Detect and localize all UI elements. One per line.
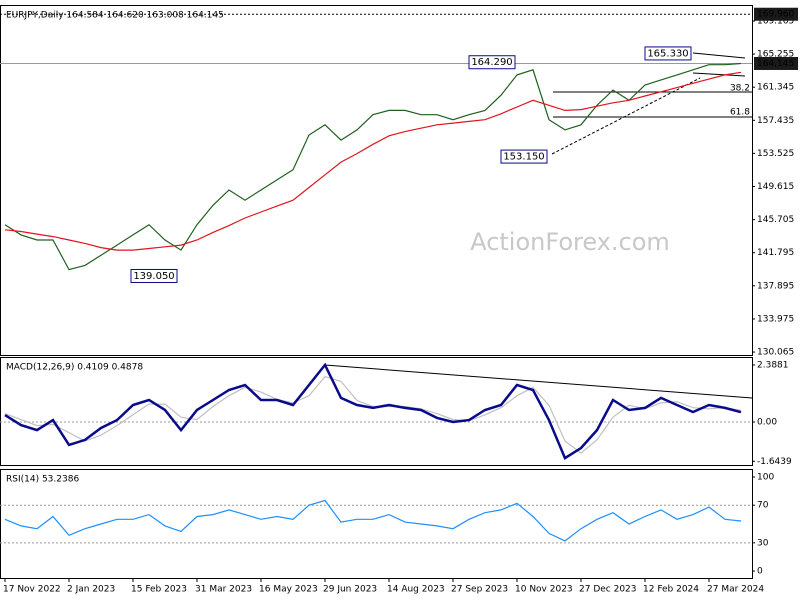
x-tick-label: 15 Feb 2023 xyxy=(131,585,187,595)
series-line xyxy=(4,362,742,460)
series-line xyxy=(4,375,742,454)
price-marker xyxy=(754,56,798,70)
x-tick-label: 27 Mar 2024 xyxy=(707,585,764,595)
y-tick-label: 137.895 xyxy=(757,281,794,291)
panel-title: MACD(12,26,9) 0.4109 0.4878 xyxy=(6,363,143,373)
annotation-label: 153.150 xyxy=(503,152,544,163)
trendline xyxy=(692,72,746,77)
rsi-panel xyxy=(0,469,753,579)
annotation-label: 165.330 xyxy=(647,48,688,59)
y-tick-label: 141.795 xyxy=(757,248,794,258)
series-line xyxy=(4,62,742,271)
y-tick-label: 70 xyxy=(757,501,769,511)
y-tick-label: 30 xyxy=(757,538,769,548)
annotation-label: 164.290 xyxy=(471,57,512,68)
price-marker xyxy=(754,7,798,21)
y-tick-label: 133.975 xyxy=(757,314,794,324)
y-tick-label: 130.065 xyxy=(757,348,794,358)
y-tick-label: 100 xyxy=(757,472,774,482)
price-marker-label: 164.145 xyxy=(757,59,794,69)
fib-label: 38.2 xyxy=(730,83,750,93)
annotation-box xyxy=(500,149,548,164)
x-tick-label: 2 Jan 2023 xyxy=(67,585,115,595)
x-tick-label: 29 Jun 2023 xyxy=(323,585,377,595)
annotation-label: 139.050 xyxy=(133,271,174,282)
x-tick-label: 31 Mar 2023 xyxy=(195,585,252,595)
annotation-box xyxy=(644,46,692,61)
y-tick-label: 0 xyxy=(757,567,763,577)
x-tick-label: 12 Feb 2024 xyxy=(643,585,699,595)
price-marker-label: 169.960 xyxy=(757,10,794,20)
panel-title: RSI(14) 53.2386 xyxy=(6,475,79,485)
trendline xyxy=(551,77,701,155)
macd-panel xyxy=(0,357,753,466)
y-tick-label: 145.705 xyxy=(757,215,794,225)
watermark: ActionForex.com xyxy=(470,228,670,256)
x-tick-label: 10 Nov 2023 xyxy=(515,585,573,595)
y-tick-label: 161.345 xyxy=(757,83,794,93)
fib-label: 61.8 xyxy=(730,107,750,117)
x-tick-label: 14 Aug 2023 xyxy=(387,585,445,595)
x-tick-label: 17 Nov 2022 xyxy=(3,585,61,595)
y-tick-label: 157.435 xyxy=(757,116,794,126)
x-tick-label: 27 Dec 2023 xyxy=(579,585,637,595)
series-line xyxy=(4,71,742,251)
y-tick-label: 2.3881 xyxy=(757,360,789,370)
annotation-box xyxy=(130,268,178,283)
x-tick-label: 27 Sep 2023 xyxy=(451,585,508,595)
y-tick-label: 169.165 xyxy=(757,16,794,26)
price-panel xyxy=(0,5,753,356)
y-tick-label: 165.255 xyxy=(757,50,794,60)
x-tick-label: 16 May 2023 xyxy=(259,585,318,595)
series-line xyxy=(4,499,742,542)
annotation-box xyxy=(468,55,516,70)
macd-trendline xyxy=(324,364,753,399)
panel-title: EURJPY,Daily 164.584 164.620 163.008 164… xyxy=(6,11,224,21)
y-tick-label: 0.00 xyxy=(757,417,777,427)
trendline xyxy=(692,52,746,59)
y-tick-label: -1.6439 xyxy=(757,457,792,467)
y-tick-label: 153.525 xyxy=(757,149,794,159)
y-tick-label: 149.615 xyxy=(757,182,794,192)
